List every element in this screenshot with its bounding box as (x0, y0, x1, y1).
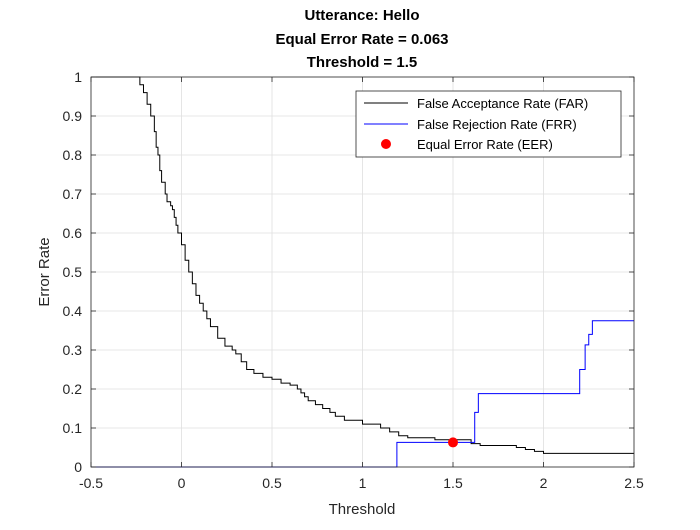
y-tick-label: 0.3 (63, 342, 83, 358)
axis-ticks: -0.5 0 0.5 1 1.5 2 2.500.10.20.30.40.50.60.70.… (63, 69, 644, 491)
y-tick-label: 0.7 (63, 186, 83, 202)
y-tick-label: 0.1 (63, 420, 83, 436)
far-series-line (91, 76, 634, 454)
chart-title-line-1: Utterance: Hello (304, 7, 419, 24)
legend-eer-label: Equal Error Rate (EER) (417, 137, 553, 152)
y-tick-label: 0.9 (63, 108, 83, 124)
y-tick-label: 0.4 (63, 303, 83, 319)
legend-far-label: False Acceptance Rate (FAR) (417, 96, 588, 111)
legend-frr-label: False Rejection Rate (FRR) (417, 117, 577, 132)
x-tick-label: 2.5 (624, 475, 644, 491)
x-tick-label: 2 (540, 475, 548, 491)
x-tick-label: 0 (178, 475, 186, 491)
y-tick-label: 0 (74, 459, 82, 475)
chart-title-line-3: Threshold = 1.5 (307, 54, 417, 71)
y-tick-label: 1 (74, 69, 82, 85)
legend-eer-marker (381, 139, 391, 149)
y-tick-label: 0.2 (63, 381, 83, 397)
y-tick-label: 0.6 (63, 225, 83, 241)
eer-point (448, 437, 458, 448)
series-layer (91, 76, 634, 468)
y-tick-label: 0.8 (63, 147, 83, 163)
x-tick-label: 1 (359, 475, 367, 491)
y-axis-label: Error Rate (36, 237, 53, 306)
chart-title-line-2: Equal Error Rate = 0.063 (276, 31, 449, 48)
frr-series-line (91, 320, 634, 468)
x-tick-label: -0.5 (79, 475, 103, 491)
legend: False Acceptance Rate (FAR) False Reject… (355, 90, 622, 158)
x-tick-label: 0.5 (262, 475, 282, 491)
x-axis-label: Threshold (329, 501, 396, 518)
x-tick-label: 1.5 (443, 475, 463, 491)
y-tick-label: 0.5 (63, 264, 83, 280)
